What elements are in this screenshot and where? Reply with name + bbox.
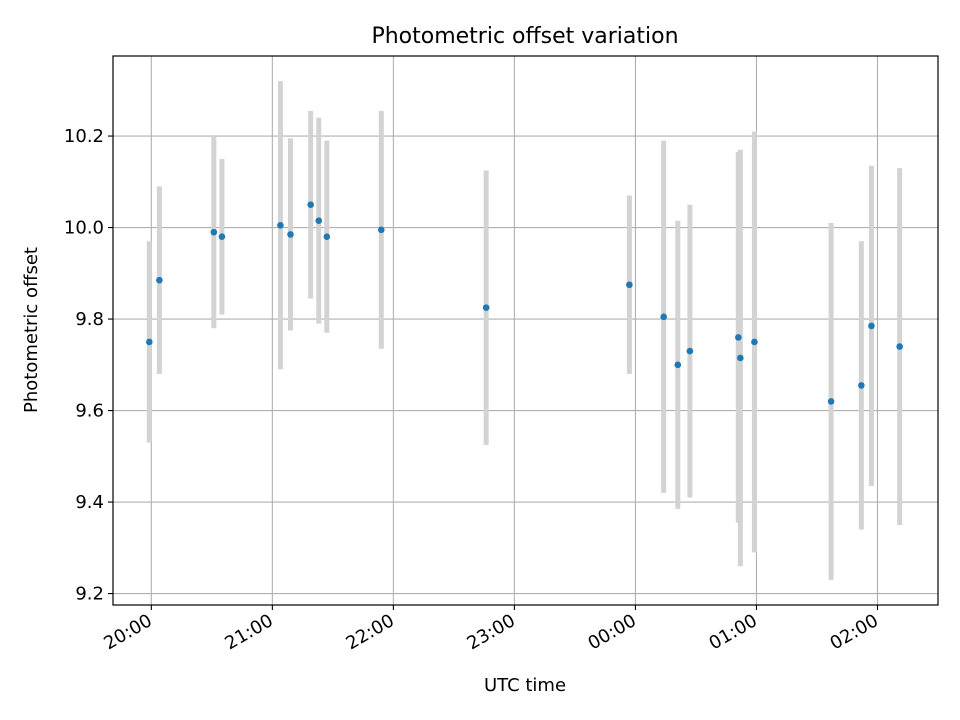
x-axis-title: UTC time	[484, 675, 566, 696]
data-point	[896, 343, 903, 350]
y-tick-label: 9.4	[75, 492, 104, 513]
y-tick-label: 9.6	[75, 401, 104, 422]
data-point	[483, 304, 490, 311]
chart-title: Photometric offset variation	[371, 24, 678, 49]
data-point	[315, 217, 322, 224]
data-point	[146, 339, 153, 346]
data-point	[219, 233, 226, 240]
data-point	[277, 222, 284, 229]
y-tick-label: 10.2	[64, 126, 104, 147]
data-point	[735, 334, 742, 341]
data-point	[211, 229, 218, 236]
data-point	[324, 233, 331, 240]
y-axis-title: Photometric offset	[21, 247, 42, 413]
data-point	[626, 281, 633, 288]
data-point	[868, 323, 875, 330]
y-tick-label: 10.0	[64, 218, 104, 239]
data-point	[287, 231, 294, 238]
y-tick-label: 9.8	[75, 309, 104, 330]
data-point	[674, 362, 681, 369]
data-point	[307, 201, 314, 208]
data-point	[737, 355, 744, 362]
data-point	[858, 382, 865, 389]
data-point	[687, 348, 694, 355]
data-point	[751, 339, 758, 346]
data-point	[660, 313, 667, 320]
data-point	[156, 277, 163, 284]
y-tick-label: 9.2	[75, 584, 104, 605]
data-point	[828, 398, 835, 405]
plot-background	[113, 56, 938, 605]
data-point	[378, 227, 385, 234]
chart: 20:00 21:00 22:00 23:00 00:00 01:00 02:00 9.29…	[0, 0, 960, 720]
